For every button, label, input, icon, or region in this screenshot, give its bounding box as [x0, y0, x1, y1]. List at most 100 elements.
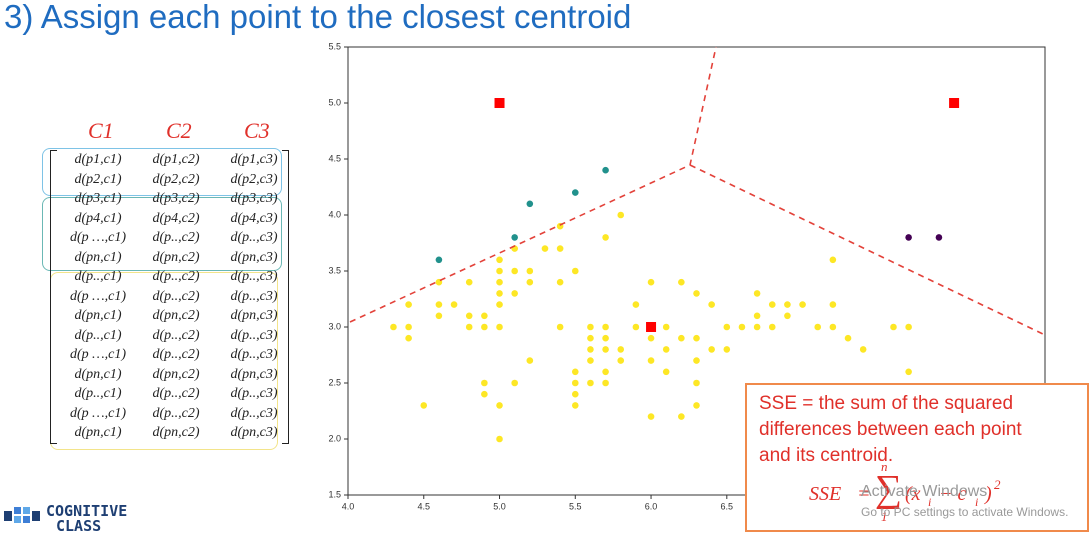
point	[587, 357, 594, 364]
point	[571, 402, 579, 409]
matrix-cell: d(pn,c2)	[152, 366, 200, 382]
point	[753, 290, 761, 297]
matrix-cell: d(pn,c3)	[230, 366, 278, 382]
matrix-cell: d(p4,c3)	[230, 210, 278, 226]
point	[617, 211, 625, 219]
point	[723, 323, 731, 331]
point	[784, 312, 791, 320]
point	[617, 357, 625, 364]
watermark: Go to PC settings to activate Windows.	[861, 505, 1069, 519]
point	[571, 390, 579, 398]
point	[859, 346, 867, 353]
point	[935, 234, 943, 241]
x-tick-label: 5.0	[493, 501, 506, 511]
y-tick-label: 2.0	[328, 433, 341, 443]
point	[587, 379, 594, 387]
y-tick-label: 5.0	[328, 97, 341, 107]
point	[420, 402, 428, 409]
point	[435, 256, 443, 264]
matrix-cell: d(p2,c2)	[152, 171, 200, 187]
matrix-cell: d(p..,c2)	[152, 386, 200, 401]
x-tick-label: 4.5	[418, 501, 431, 511]
formula: i	[928, 495, 932, 509]
point	[556, 278, 564, 286]
point	[496, 402, 503, 409]
matrix-cell: d(p..,c3)	[230, 230, 278, 245]
point	[405, 301, 412, 308]
point	[602, 368, 609, 376]
point	[662, 368, 670, 376]
highlight-box	[42, 148, 282, 196]
column-header: C1	[88, 118, 114, 143]
point	[829, 323, 837, 331]
y-tick-label: 3.5	[328, 265, 341, 275]
matrix-cell: d(p1,c3)	[230, 152, 278, 167]
formula: i	[975, 495, 979, 509]
matrix-cell: d(p3,c2)	[152, 191, 200, 206]
point	[496, 323, 503, 331]
formula: n	[881, 459, 888, 474]
point	[511, 379, 518, 387]
matrix-cell: d(pn,c1)	[74, 308, 122, 323]
x-tick-label: 5.5	[569, 501, 582, 511]
y-tick-label: 4.5	[328, 153, 341, 163]
point	[541, 245, 549, 252]
formula: SSE	[809, 483, 842, 505]
point	[587, 334, 594, 342]
point	[481, 323, 488, 331]
point	[511, 267, 518, 275]
point	[481, 379, 488, 387]
matrix-cell: d(pn,c3)	[230, 308, 278, 323]
matrix-cell: d(p2,c1)	[74, 171, 122, 187]
point	[511, 290, 518, 297]
formula: 2	[994, 477, 1001, 492]
point	[571, 379, 579, 387]
point	[905, 323, 912, 331]
x-tick-label: 6.0	[645, 501, 658, 511]
point	[647, 334, 655, 342]
point	[784, 301, 791, 308]
point	[678, 334, 685, 342]
point	[602, 379, 609, 387]
sse-box: SSE = the sum of the squared differences …	[745, 383, 1089, 532]
matrix-cell: d(p …,c1)	[70, 405, 126, 421]
matrix-cell: d(pn,c2)	[152, 425, 200, 440]
matrix-cell: d(pn,c3)	[230, 249, 278, 265]
matrix-cell: d(p3,c1)	[74, 191, 122, 206]
point	[587, 323, 594, 331]
centroid	[494, 98, 505, 108]
matrix-cell: d(p..,c1)	[74, 269, 122, 284]
matrix-cell: d(p..,c2)	[152, 230, 200, 245]
formula: (x	[905, 483, 921, 505]
matrix-cell: d(p..,c3)	[230, 288, 278, 304]
point	[435, 312, 443, 320]
point	[496, 290, 503, 297]
point	[481, 390, 488, 398]
matrix-cell: d(pn,c2)	[152, 308, 200, 323]
matrix-cell: d(p..,c3)	[230, 269, 278, 284]
matrix-cell: d(p..,c2)	[152, 405, 200, 421]
point	[662, 323, 670, 331]
matrix-cell: d(p..,c2)	[152, 269, 200, 284]
sse-text: SSE = the sum of the squared	[759, 393, 1014, 414]
point	[602, 166, 609, 174]
matrix-cell: d(p1,c2)	[152, 152, 200, 167]
formula: 1	[881, 509, 888, 524]
y-tick-label: 4.0	[328, 209, 341, 219]
matrix-cell: d(p..,c1)	[74, 327, 122, 343]
column-header: C2	[166, 118, 192, 143]
matrix-cell: d(p1,c1)	[74, 152, 122, 167]
point	[905, 368, 912, 376]
point	[511, 234, 518, 241]
matrix-cell: d(p2,c3)	[230, 171, 278, 187]
x-tick-label: 4.0	[342, 501, 355, 511]
point	[465, 323, 473, 331]
point	[647, 278, 655, 286]
matrix-cell: d(p..,c2)	[152, 288, 200, 304]
point	[587, 346, 594, 353]
x-tick-label: 6.5	[721, 501, 734, 511]
formula: − c	[939, 483, 967, 505]
point	[435, 301, 443, 308]
matrix-cell: d(pn,c1)	[74, 249, 122, 265]
matrix-cell: d(p …,c1)	[70, 230, 126, 245]
